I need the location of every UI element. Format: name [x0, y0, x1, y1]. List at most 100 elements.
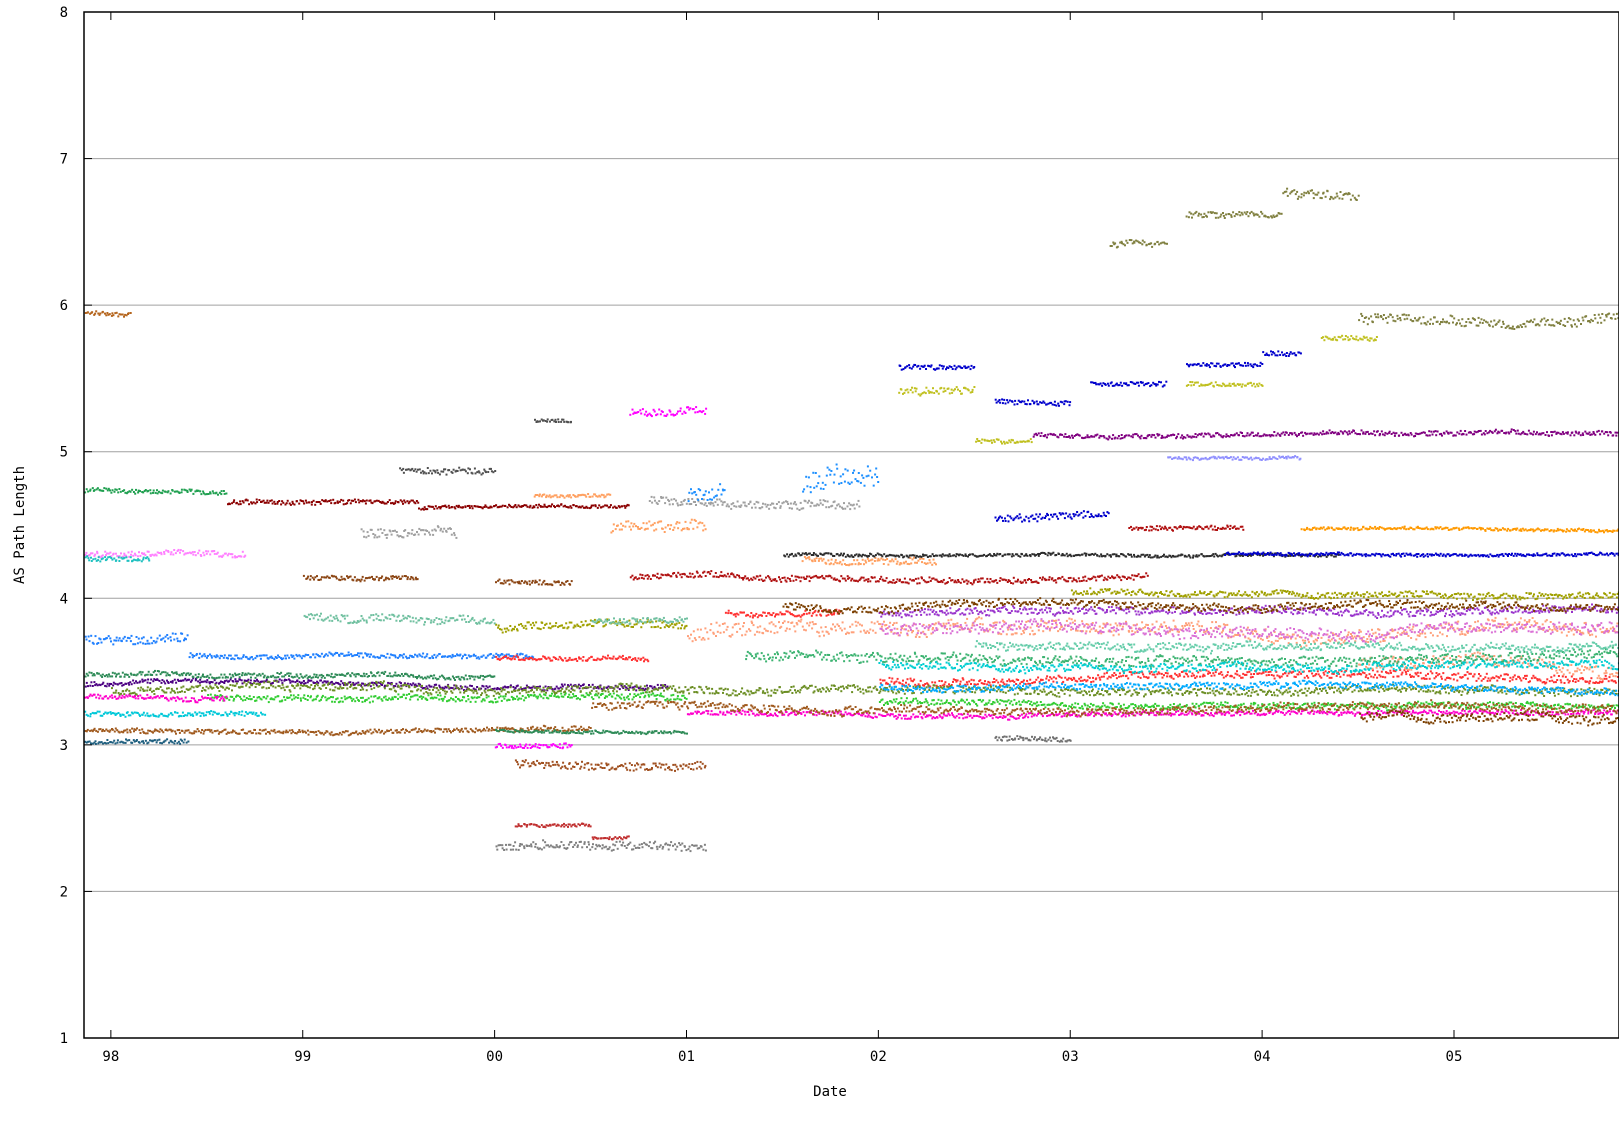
- data-point: [106, 312, 108, 314]
- data-point: [1056, 516, 1058, 518]
- data-point: [673, 527, 675, 529]
- data-point: [1012, 439, 1014, 441]
- data-point: [1082, 576, 1084, 578]
- data-point: [631, 764, 633, 766]
- data-point: [541, 848, 543, 850]
- data-point: [378, 536, 380, 538]
- data-point: [1600, 530, 1602, 532]
- data-point: [597, 507, 599, 509]
- data-point: [957, 579, 959, 581]
- data-point: [843, 553, 845, 555]
- data-point: [401, 655, 403, 657]
- data-point: [130, 312, 132, 314]
- data-point: [645, 411, 647, 413]
- data-point: [1365, 553, 1367, 555]
- data-point: [823, 558, 825, 560]
- data-point: [1272, 435, 1274, 437]
- data-point: [113, 553, 115, 555]
- data-point: [1103, 579, 1105, 581]
- data-point: [1565, 531, 1567, 533]
- data-point: [603, 494, 605, 496]
- data-point: [1502, 321, 1504, 323]
- data-point: [1414, 317, 1416, 319]
- data-point: [602, 506, 604, 508]
- data-point: [1443, 554, 1445, 556]
- data-point: [1073, 513, 1075, 515]
- data-point: [1153, 434, 1155, 436]
- data-point: [1101, 515, 1103, 517]
- data-point: [1596, 531, 1598, 533]
- data-point: [995, 579, 997, 581]
- data-point: [1215, 217, 1217, 219]
- data-point: [1184, 437, 1186, 439]
- data-point: [203, 554, 205, 556]
- data-point: [643, 764, 645, 766]
- data-point: [751, 507, 753, 509]
- data-point: [320, 579, 322, 581]
- data-point: [1154, 243, 1156, 245]
- data-point: [990, 578, 992, 580]
- data-point: [766, 506, 768, 508]
- data-point: [1109, 577, 1111, 579]
- data-point: [654, 522, 656, 524]
- data-point: [1538, 324, 1540, 326]
- data-point: [525, 628, 527, 630]
- data-point: [559, 845, 561, 847]
- data-point: [509, 583, 511, 585]
- data-point: [601, 762, 603, 764]
- data-point: [1466, 527, 1468, 529]
- data-point: [436, 507, 438, 509]
- data-point: [313, 579, 315, 581]
- data-point: [1026, 403, 1028, 405]
- data-point: [936, 555, 938, 557]
- data-point: [971, 583, 973, 585]
- data-point: [896, 578, 898, 580]
- data-point: [656, 846, 658, 848]
- data-point: [411, 533, 413, 535]
- data-point: [1474, 431, 1476, 433]
- data-point: [1275, 554, 1277, 556]
- series-18: [1033, 428, 1619, 440]
- data-point: [1137, 555, 1139, 557]
- data-point: [1032, 581, 1034, 583]
- data-point: [1013, 577, 1015, 579]
- data-point: [1234, 434, 1236, 436]
- data-point: [417, 502, 419, 504]
- data-point: [86, 639, 88, 641]
- data-point: [740, 504, 742, 506]
- data-point: [217, 552, 219, 554]
- data-point: [1575, 555, 1577, 557]
- data-point: [1323, 192, 1325, 194]
- data-point: [747, 577, 749, 579]
- data-point: [559, 625, 561, 627]
- data-point: [1268, 354, 1270, 356]
- data-point: [680, 501, 682, 503]
- data-point: [545, 762, 547, 764]
- data-point: [1121, 385, 1123, 387]
- data-point: [414, 468, 416, 470]
- data-point: [387, 501, 389, 503]
- data-point: [526, 583, 528, 585]
- data-point: [796, 508, 798, 510]
- data-point: [348, 654, 350, 656]
- data-point: [1007, 401, 1009, 403]
- data-point: [976, 438, 978, 440]
- data-point: [1479, 322, 1481, 324]
- data-point: [951, 389, 953, 391]
- data-point: [602, 767, 604, 769]
- data-point: [1344, 554, 1346, 556]
- series-21: [1301, 526, 1619, 534]
- data-point: [780, 581, 782, 583]
- data-point: [1487, 322, 1489, 324]
- data-point: [458, 467, 460, 469]
- data-point: [224, 493, 226, 495]
- data-point: [531, 627, 533, 629]
- data-point: [664, 531, 666, 533]
- data-point: [539, 579, 541, 581]
- series-17: [898, 335, 1378, 445]
- data-point: [1291, 433, 1293, 435]
- data-point: [630, 522, 632, 524]
- data-point: [1224, 363, 1226, 365]
- data-point: [1515, 433, 1517, 435]
- data-point: [233, 499, 235, 501]
